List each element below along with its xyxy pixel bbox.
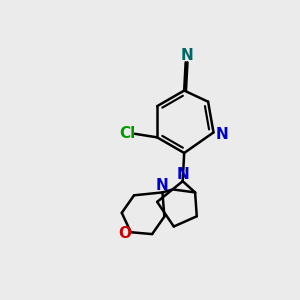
Text: N: N bbox=[181, 48, 194, 63]
Text: N: N bbox=[215, 127, 228, 142]
Text: Cl: Cl bbox=[119, 126, 135, 141]
Text: N: N bbox=[156, 178, 169, 194]
Text: N: N bbox=[176, 167, 189, 182]
Text: O: O bbox=[118, 226, 131, 241]
